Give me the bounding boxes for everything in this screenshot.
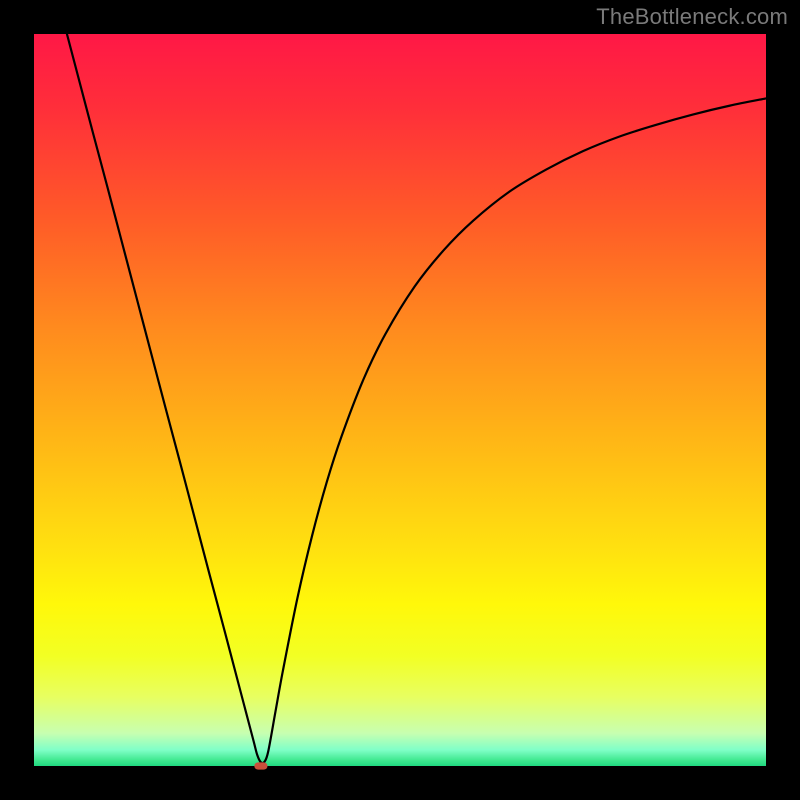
chart-container: TheBottleneck.com	[0, 0, 800, 800]
watermark-text: TheBottleneck.com	[596, 4, 788, 30]
plot-background	[34, 34, 766, 766]
bottleneck-chart	[0, 0, 800, 800]
minimum-marker	[254, 762, 267, 769]
